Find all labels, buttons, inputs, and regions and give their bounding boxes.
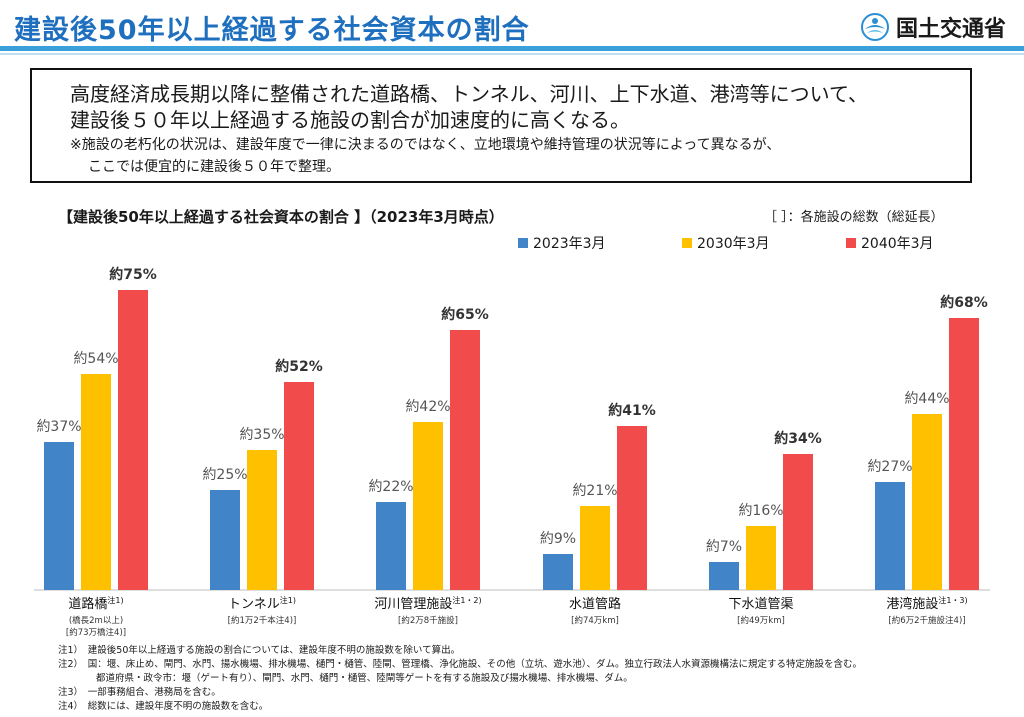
bar: [450, 330, 480, 590]
summary-box: 高度経済成長期以降に整備された道路橋、トンネル、河川、上下水道、港湾等について、…: [30, 68, 972, 183]
bar: [413, 422, 443, 590]
category-sublabel: (橋長2m以上): [69, 615, 123, 626]
footnote: 注4） 総数には、建設年度不明の施設数を含む。: [58, 701, 269, 712]
mlit-logo-icon: [860, 13, 889, 41]
data-label: 約35%: [239, 427, 284, 443]
summary-line-1: 高度経済成長期以降に整備された道路橋、トンネル、河川、上下水道、港湾等について、: [70, 82, 868, 106]
data-label: 約25%: [202, 467, 247, 483]
footnote: 都道府県・政令市：堰（ゲート有り）、閘門、水門、樋門・樋管、陸閘等ゲートを有する…: [58, 673, 633, 684]
page-title: 建設後50年以上経過する社会資本の割合: [14, 15, 530, 46]
summary-line-2: 建設後５０年以上経過する施設の割合が加速度的に高くなる。: [70, 108, 630, 132]
footnote: 注2） 国：堰、床止め、閘門、水門、揚水機場、排水機場、樋門・樋管、陸閘、管理橋…: [58, 659, 863, 670]
data-label: 約68%: [940, 294, 988, 311]
data-label: 約65%: [441, 306, 489, 323]
bar: [81, 374, 111, 590]
legend-label-2023: 2023年3月: [533, 236, 606, 252]
category-sublabel: [約1万2千本注4)]: [228, 615, 297, 626]
category-label: 水道管路: [569, 596, 621, 612]
data-label: 約16%: [738, 503, 783, 519]
category-label: 道路橋注1): [68, 595, 123, 612]
footnotes: 注1） 建設後50年以上経過する施設の割合については、建設年度不明の施設数を除い…: [58, 644, 862, 714]
bar: [949, 318, 979, 590]
data-label: 約52%: [275, 358, 323, 375]
bar: [746, 526, 776, 590]
summary-note-2: ここでは便宜的に建設後５０年で整理。: [88, 159, 340, 175]
data-label: 約22%: [368, 479, 413, 495]
data-label: 約42%: [405, 399, 450, 415]
data-label: 約7%: [706, 539, 742, 555]
bar: [284, 382, 314, 590]
ministry-logo: 国土交通省: [860, 10, 1006, 44]
data-label: 約75%: [109, 266, 157, 283]
category-sublabel: [約6万2千施設注4)]: [888, 615, 965, 626]
data-label: 約44%: [904, 391, 949, 407]
category-label: 河川管理施設注1・2): [374, 595, 481, 612]
summary-note-1: ※施設の老朽化の状況は、建設年度で一律に決まるのではなく、立地環境や維持管理の状…: [70, 137, 781, 153]
data-label: 約27%: [867, 459, 912, 475]
category-sublabel: [約49万km]: [737, 615, 785, 626]
footnote: 注3） 一部事務組合、港務局を含む。: [58, 687, 221, 698]
title-divider-light: [0, 53, 1024, 55]
bar: [247, 450, 277, 590]
legend-item-2040: 2040年3月: [846, 233, 934, 253]
category-sublabel: [約2万8千施設]: [398, 615, 458, 626]
bar: [118, 290, 148, 590]
data-label: 約9%: [540, 531, 576, 547]
legend-swatch-2030: [682, 238, 692, 248]
bar: [617, 426, 647, 590]
bar: [709, 562, 739, 590]
data-label: 約34%: [774, 430, 822, 447]
legend-label-2040: 2040年3月: [861, 236, 934, 252]
data-label: 約21%: [572, 483, 617, 499]
category-label: 港湾施設注1・3): [886, 595, 967, 612]
ministry-name: 国土交通省: [895, 17, 1006, 42]
legend-item-2023: 2023年3月: [518, 233, 606, 253]
total-count-note: ［ ］：各施設の総数（総延長）: [764, 210, 944, 225]
title-divider: [0, 46, 1024, 51]
data-label: 約54%: [73, 351, 118, 367]
legend-item-2030: 2030年3月: [682, 233, 770, 253]
bar: [912, 414, 942, 590]
bar: [210, 490, 240, 590]
legend-label-2030: 2030年3月: [697, 236, 770, 252]
category-label: トンネル注1): [228, 595, 296, 612]
chart-title: 【建設後50年以上経過する社会資本の割合 】（2023年3月時点）: [58, 208, 504, 226]
data-label: 約41%: [608, 402, 656, 419]
bar: [44, 442, 74, 590]
data-label: 約37%: [36, 419, 81, 435]
bar: [376, 502, 406, 590]
category-sublabel: [約74万km]: [571, 615, 619, 626]
bar: [875, 482, 905, 590]
legend-swatch-2023: [518, 238, 528, 248]
category-label: 下水道管渠: [728, 597, 793, 612]
bar: [783, 454, 813, 590]
footnote: 注1） 建設後50年以上経過する施設の割合については、建設年度不明の施設数を除い…: [58, 645, 461, 656]
bar: [543, 554, 573, 590]
bar: [580, 506, 610, 590]
category-sublabel: [約73万橋注4)]: [66, 627, 126, 638]
legend-swatch-2040: [846, 238, 856, 248]
